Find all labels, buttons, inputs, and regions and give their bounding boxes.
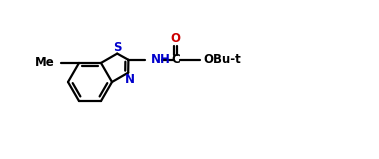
Text: Me: Me <box>35 56 55 69</box>
Text: NH: NH <box>150 53 170 66</box>
Text: O: O <box>171 32 181 45</box>
Text: OBu-t: OBu-t <box>203 53 241 66</box>
Text: S: S <box>113 41 121 54</box>
Text: N: N <box>125 73 135 86</box>
Text: C: C <box>171 53 180 66</box>
